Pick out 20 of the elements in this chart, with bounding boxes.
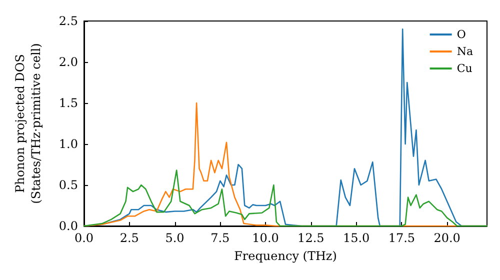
x-tick-label: 15.0 xyxy=(342,231,370,245)
x-axis-title: Frequency (THz) xyxy=(234,249,337,263)
x-tick-label: 0.0 xyxy=(74,231,94,245)
y-tick-label: 1.5 xyxy=(58,96,78,110)
x-tick-label: 2.5 xyxy=(120,231,139,245)
y-tick-label: 0.5 xyxy=(58,178,78,192)
x-tick-label: 5.0 xyxy=(165,231,184,245)
y-tick-label: 1.0 xyxy=(58,137,78,151)
legend-label: Cu xyxy=(456,62,472,75)
x-tick-label: 7.5 xyxy=(210,231,230,245)
x-tick-label: 20.0 xyxy=(434,231,460,245)
legend-label: O xyxy=(456,28,466,41)
x-tick-label: 10.0 xyxy=(252,231,279,245)
y-tick-label: 2.5 xyxy=(58,14,78,28)
legend-label: Na xyxy=(456,45,474,58)
y-axis-title: Phonon projected DOS (States/THz·primitive cell) xyxy=(13,43,43,204)
x-tick-label: 12.5 xyxy=(298,231,324,245)
y-tick-label: 2.0 xyxy=(58,55,78,69)
x-tick-label: 17.5 xyxy=(388,231,416,245)
y-tick-label: 0.0 xyxy=(58,219,78,233)
